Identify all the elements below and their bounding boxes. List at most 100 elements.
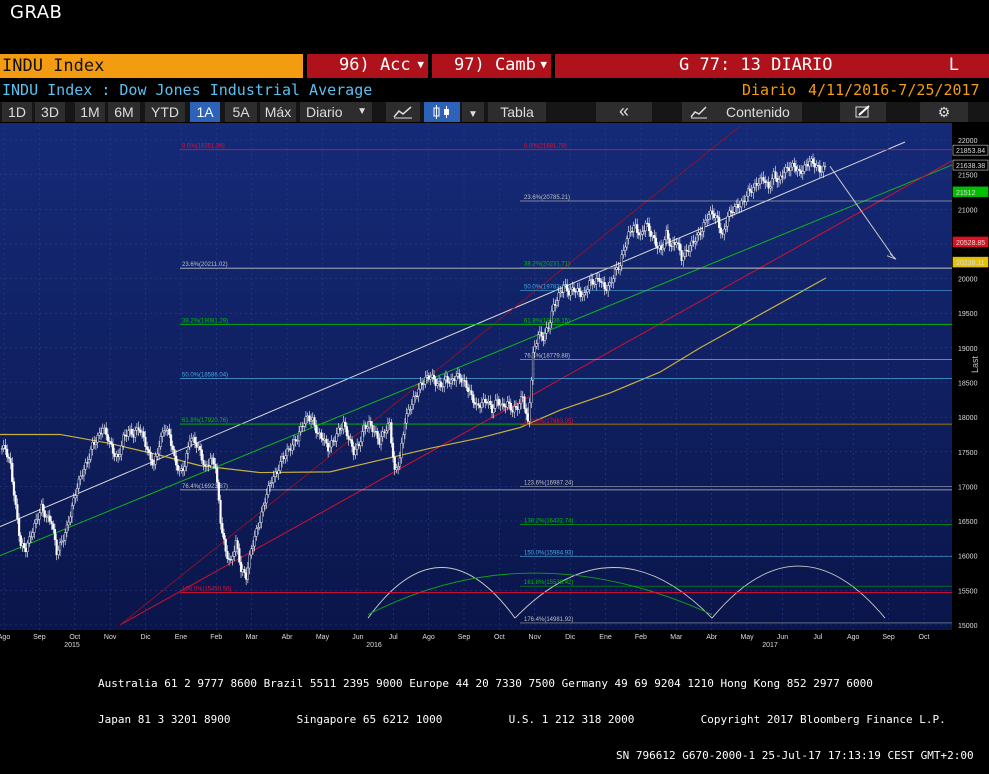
ticker-field[interactable]: INDU Index <box>0 54 303 78</box>
candle-body <box>484 398 487 403</box>
date-range[interactable]: 4/11/2016-7/25/2017 <box>808 81 980 99</box>
settings-button[interactable]: ⚙ <box>920 102 968 122</box>
candle-body <box>296 440 299 442</box>
candle-body <box>173 449 176 457</box>
last-price-tag-label: 21638.38 <box>956 163 985 170</box>
annotate-button[interactable] <box>840 102 886 122</box>
candle-body <box>151 459 154 466</box>
candle-body <box>144 436 147 447</box>
candle-body <box>17 518 21 536</box>
candle-body <box>303 423 306 427</box>
candle-body <box>603 282 606 290</box>
candle-body <box>719 227 722 234</box>
candle-body <box>550 310 553 323</box>
candle-body <box>789 166 792 172</box>
candle-body <box>188 440 191 448</box>
line-chart-icon <box>393 106 412 119</box>
change-menu[interactable]: 97) Camb ▼ <box>432 54 551 78</box>
candle-body <box>152 463 156 466</box>
fib-level-label: 23.6%(20785.21) <box>524 195 570 201</box>
candle-body <box>683 249 687 257</box>
candle-body <box>41 503 45 511</box>
range-6m-button[interactable]: 6M <box>108 102 140 122</box>
candle-body <box>762 177 765 182</box>
chart-canvas[interactable]: 0.0%(18351.36) 23.6%(20211.02) 38.2%(19081… <box>0 123 989 649</box>
candle-body <box>506 401 509 408</box>
candle-body <box>268 483 272 486</box>
x-tick-label: Sep <box>458 634 471 641</box>
candle-body <box>187 446 190 454</box>
chart-id-label: G 77: 13 DIARIO <box>679 55 833 75</box>
candle-body <box>509 402 512 411</box>
range-1a-button[interactable]: 1A <box>190 102 220 122</box>
price-chart[interactable]: 0.0%(18351.36) 23.6%(20211.02) 38.2%(19081… <box>0 123 989 649</box>
candle-body <box>480 402 483 408</box>
candle-body <box>274 471 277 478</box>
line-chart-button[interactable] <box>386 102 420 122</box>
range-ytd-button[interactable]: YTD <box>145 102 185 122</box>
x-tick-label: Jun <box>352 634 363 641</box>
candle-body <box>600 281 603 283</box>
chart-type-dropdown[interactable]: ▼ <box>462 102 484 122</box>
x-tick-label: Ene <box>599 634 612 641</box>
last-price-tag <box>952 144 989 156</box>
candle-body <box>663 239 666 249</box>
candle-body <box>525 408 528 414</box>
frequency-dropdown[interactable]: Diario ▼ <box>300 102 372 122</box>
range-1m-button[interactable]: 1M <box>75 102 105 122</box>
candle-body <box>731 211 734 214</box>
range-max-button[interactable]: Máx <box>260 102 296 122</box>
table-button[interactable]: Tabla <box>488 102 546 122</box>
candle-body <box>291 444 294 451</box>
candle-body <box>465 380 468 388</box>
frequency-label: Diario <box>306 104 343 120</box>
candle-body <box>171 445 174 450</box>
candle-body <box>467 387 470 392</box>
candle-body <box>202 459 205 465</box>
candle-body <box>77 478 80 489</box>
pencil-icon <box>855 105 870 118</box>
candle-body <box>366 426 369 429</box>
candle-body <box>308 415 311 422</box>
year-label: 2015 <box>64 642 80 648</box>
candle-body <box>243 569 246 573</box>
candle-body <box>711 210 714 214</box>
candle-body <box>110 441 113 445</box>
range-1d-button[interactable]: 1D <box>2 102 32 122</box>
candle-body <box>217 482 220 501</box>
candlestick-button[interactable] <box>424 102 460 122</box>
actions-menu[interactable]: 96) Acc ▼ <box>307 54 428 78</box>
back-button[interactable]: « <box>596 102 652 122</box>
candle-body <box>583 292 586 296</box>
candle-body <box>419 382 422 390</box>
y-tick-label: 18500 <box>958 381 978 388</box>
candle-body <box>704 220 707 223</box>
candle-body <box>6 448 9 458</box>
candle-body <box>695 234 699 243</box>
security-description-bar: INDU Index : Dow Jones Industrial Averag… <box>0 80 989 100</box>
candle-body <box>216 468 219 483</box>
candle-body <box>35 519 38 524</box>
candle-body <box>147 449 150 453</box>
candle-body <box>134 430 137 438</box>
range-3d-button[interactable]: 3D <box>35 102 65 122</box>
candle-body <box>403 422 407 436</box>
candle-body <box>803 164 806 172</box>
candle-body <box>7 456 10 459</box>
candle-body <box>381 431 384 437</box>
content-label: Contenido <box>726 104 790 120</box>
content-button[interactable]: Contenido <box>682 102 802 122</box>
candle-body <box>748 188 751 192</box>
candle-body <box>422 383 425 386</box>
candle-body <box>239 562 243 572</box>
candle-body <box>53 529 57 541</box>
candle-body <box>257 527 260 529</box>
candle-body <box>518 403 521 410</box>
range-5a-button[interactable]: 5A <box>225 102 257 122</box>
x-tick-label: Sep <box>882 634 895 641</box>
candle-body <box>84 462 87 470</box>
x-tick-label: Ago <box>847 634 860 641</box>
candle-body <box>458 373 461 379</box>
candle-body <box>14 495 17 505</box>
candle-body <box>169 434 173 446</box>
